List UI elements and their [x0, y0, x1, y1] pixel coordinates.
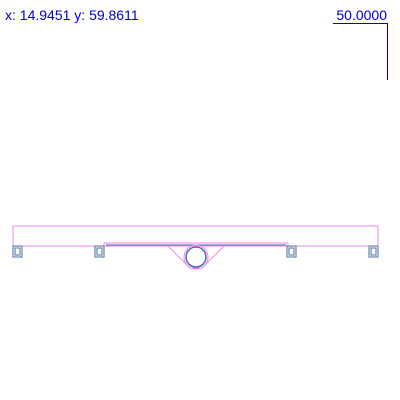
- center-pin-outer[interactable]: [183, 244, 209, 270]
- support-bolt-1[interactable]: [12, 245, 23, 258]
- cursor-coordinate-readout: x: 14.9451 y: 59.8611: [5, 7, 139, 23]
- center-gusset[interactable]: [167, 245, 225, 269]
- y-label: y:: [74, 7, 86, 23]
- support-bolt-4[interactable]: [368, 245, 379, 258]
- support-bolt-2[interactable]: [94, 245, 105, 258]
- y-value: 59.8611: [89, 7, 139, 23]
- center-pin[interactable]: [185, 246, 207, 268]
- beam-outline[interactable]: [12, 225, 379, 247]
- x-value: 14.9451: [19, 7, 71, 23]
- scale-value: 50.0000: [336, 7, 387, 23]
- scale-indicator: 50.0000: [333, 7, 389, 81]
- scale-bracket: [333, 23, 388, 80]
- support-bolt-3[interactable]: [286, 245, 297, 258]
- x-label: x:: [5, 7, 16, 23]
